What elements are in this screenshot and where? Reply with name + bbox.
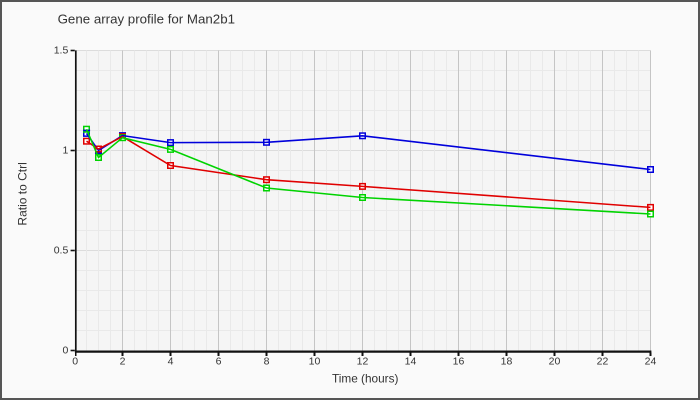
svg-text:24: 24	[645, 355, 657, 367]
svg-text:12: 12	[357, 355, 369, 367]
svg-text:1.5: 1.5	[54, 45, 69, 57]
svg-text:14: 14	[405, 355, 417, 367]
svg-text:18: 18	[501, 355, 513, 367]
svg-text:10: 10	[309, 355, 321, 367]
svg-text:16: 16	[453, 355, 465, 367]
svg-text:20: 20	[549, 355, 561, 367]
svg-text:8: 8	[264, 355, 270, 367]
svg-text:Gene array profile for Man2b1: Gene array profile for Man2b1	[58, 11, 235, 26]
svg-text:22: 22	[597, 355, 609, 367]
svg-text:4: 4	[168, 355, 174, 367]
svg-text:2: 2	[120, 355, 126, 367]
svg-text:0: 0	[62, 345, 68, 357]
svg-text:Ratio to Ctrl: Ratio to Ctrl	[16, 162, 30, 225]
svg-text:0.5: 0.5	[54, 245, 69, 257]
svg-text:0: 0	[72, 355, 78, 367]
svg-text:6: 6	[216, 355, 222, 367]
svg-text:Time (hours): Time (hours)	[332, 372, 398, 386]
svg-text:1: 1	[62, 145, 68, 157]
